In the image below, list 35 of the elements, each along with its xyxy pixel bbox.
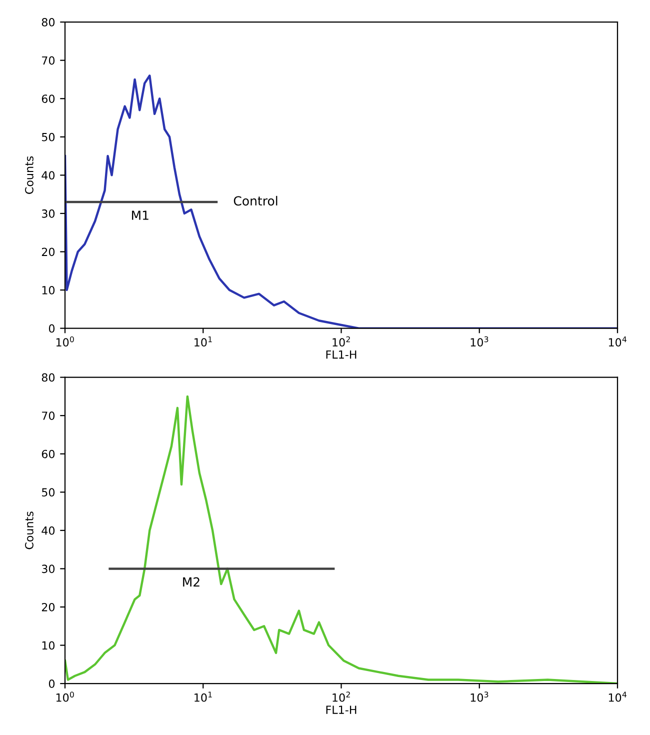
y-tick-label: 80 [42, 373, 55, 382]
y-axis-title: Counts [25, 156, 34, 194]
x-tick-label: 10$^{3}$ [470, 336, 488, 347]
y-tick-label: 0 [48, 324, 55, 333]
x-tick-label: 10$^{4}$ [608, 692, 626, 702]
y-tick-label: 70 [42, 412, 55, 420]
y-tick-label: 50 [42, 488, 55, 497]
x-tick-label: 10$^{1}$ [194, 336, 212, 347]
y-tick-label: 30 [42, 209, 55, 218]
annotation: M1 [132, 210, 148, 220]
y-tick-label: 30 [42, 564, 55, 574]
y-tick-label: 10 [42, 641, 55, 650]
x-tick-label: 10$^{4}$ [608, 336, 626, 347]
annotation: Control [234, 196, 278, 206]
x-tick-label: 10$^{3}$ [470, 692, 488, 702]
y-tick-label: 0 [48, 680, 55, 688]
y-tick-label: 20 [42, 248, 55, 256]
x-axis-title: FL1-H [326, 350, 356, 359]
y-tick-label: 40 [42, 171, 55, 180]
x-tick-label: 10$^{1}$ [194, 692, 212, 702]
y-tick-label: 20 [42, 602, 55, 612]
y-tick-label: 80 [42, 18, 55, 26]
annotation: M2 [183, 577, 200, 587]
x-tick-label: 10$^{0}$ [56, 692, 74, 702]
x-axis-title: FL1-H [326, 706, 356, 714]
x-tick-label: 10$^{2}$ [332, 692, 350, 702]
x-tick-label: 10$^{2}$ [332, 336, 350, 347]
y-tick-label: 50 [42, 132, 55, 142]
y-axis-title: Counts [25, 512, 34, 550]
y-tick-label: 60 [42, 94, 55, 103]
x-tick-label: 10$^{0}$ [56, 336, 74, 347]
y-tick-label: 40 [42, 526, 55, 535]
y-tick-label: 10 [42, 286, 55, 294]
y-tick-label: 70 [42, 56, 55, 65]
y-tick-label: 60 [42, 450, 55, 458]
